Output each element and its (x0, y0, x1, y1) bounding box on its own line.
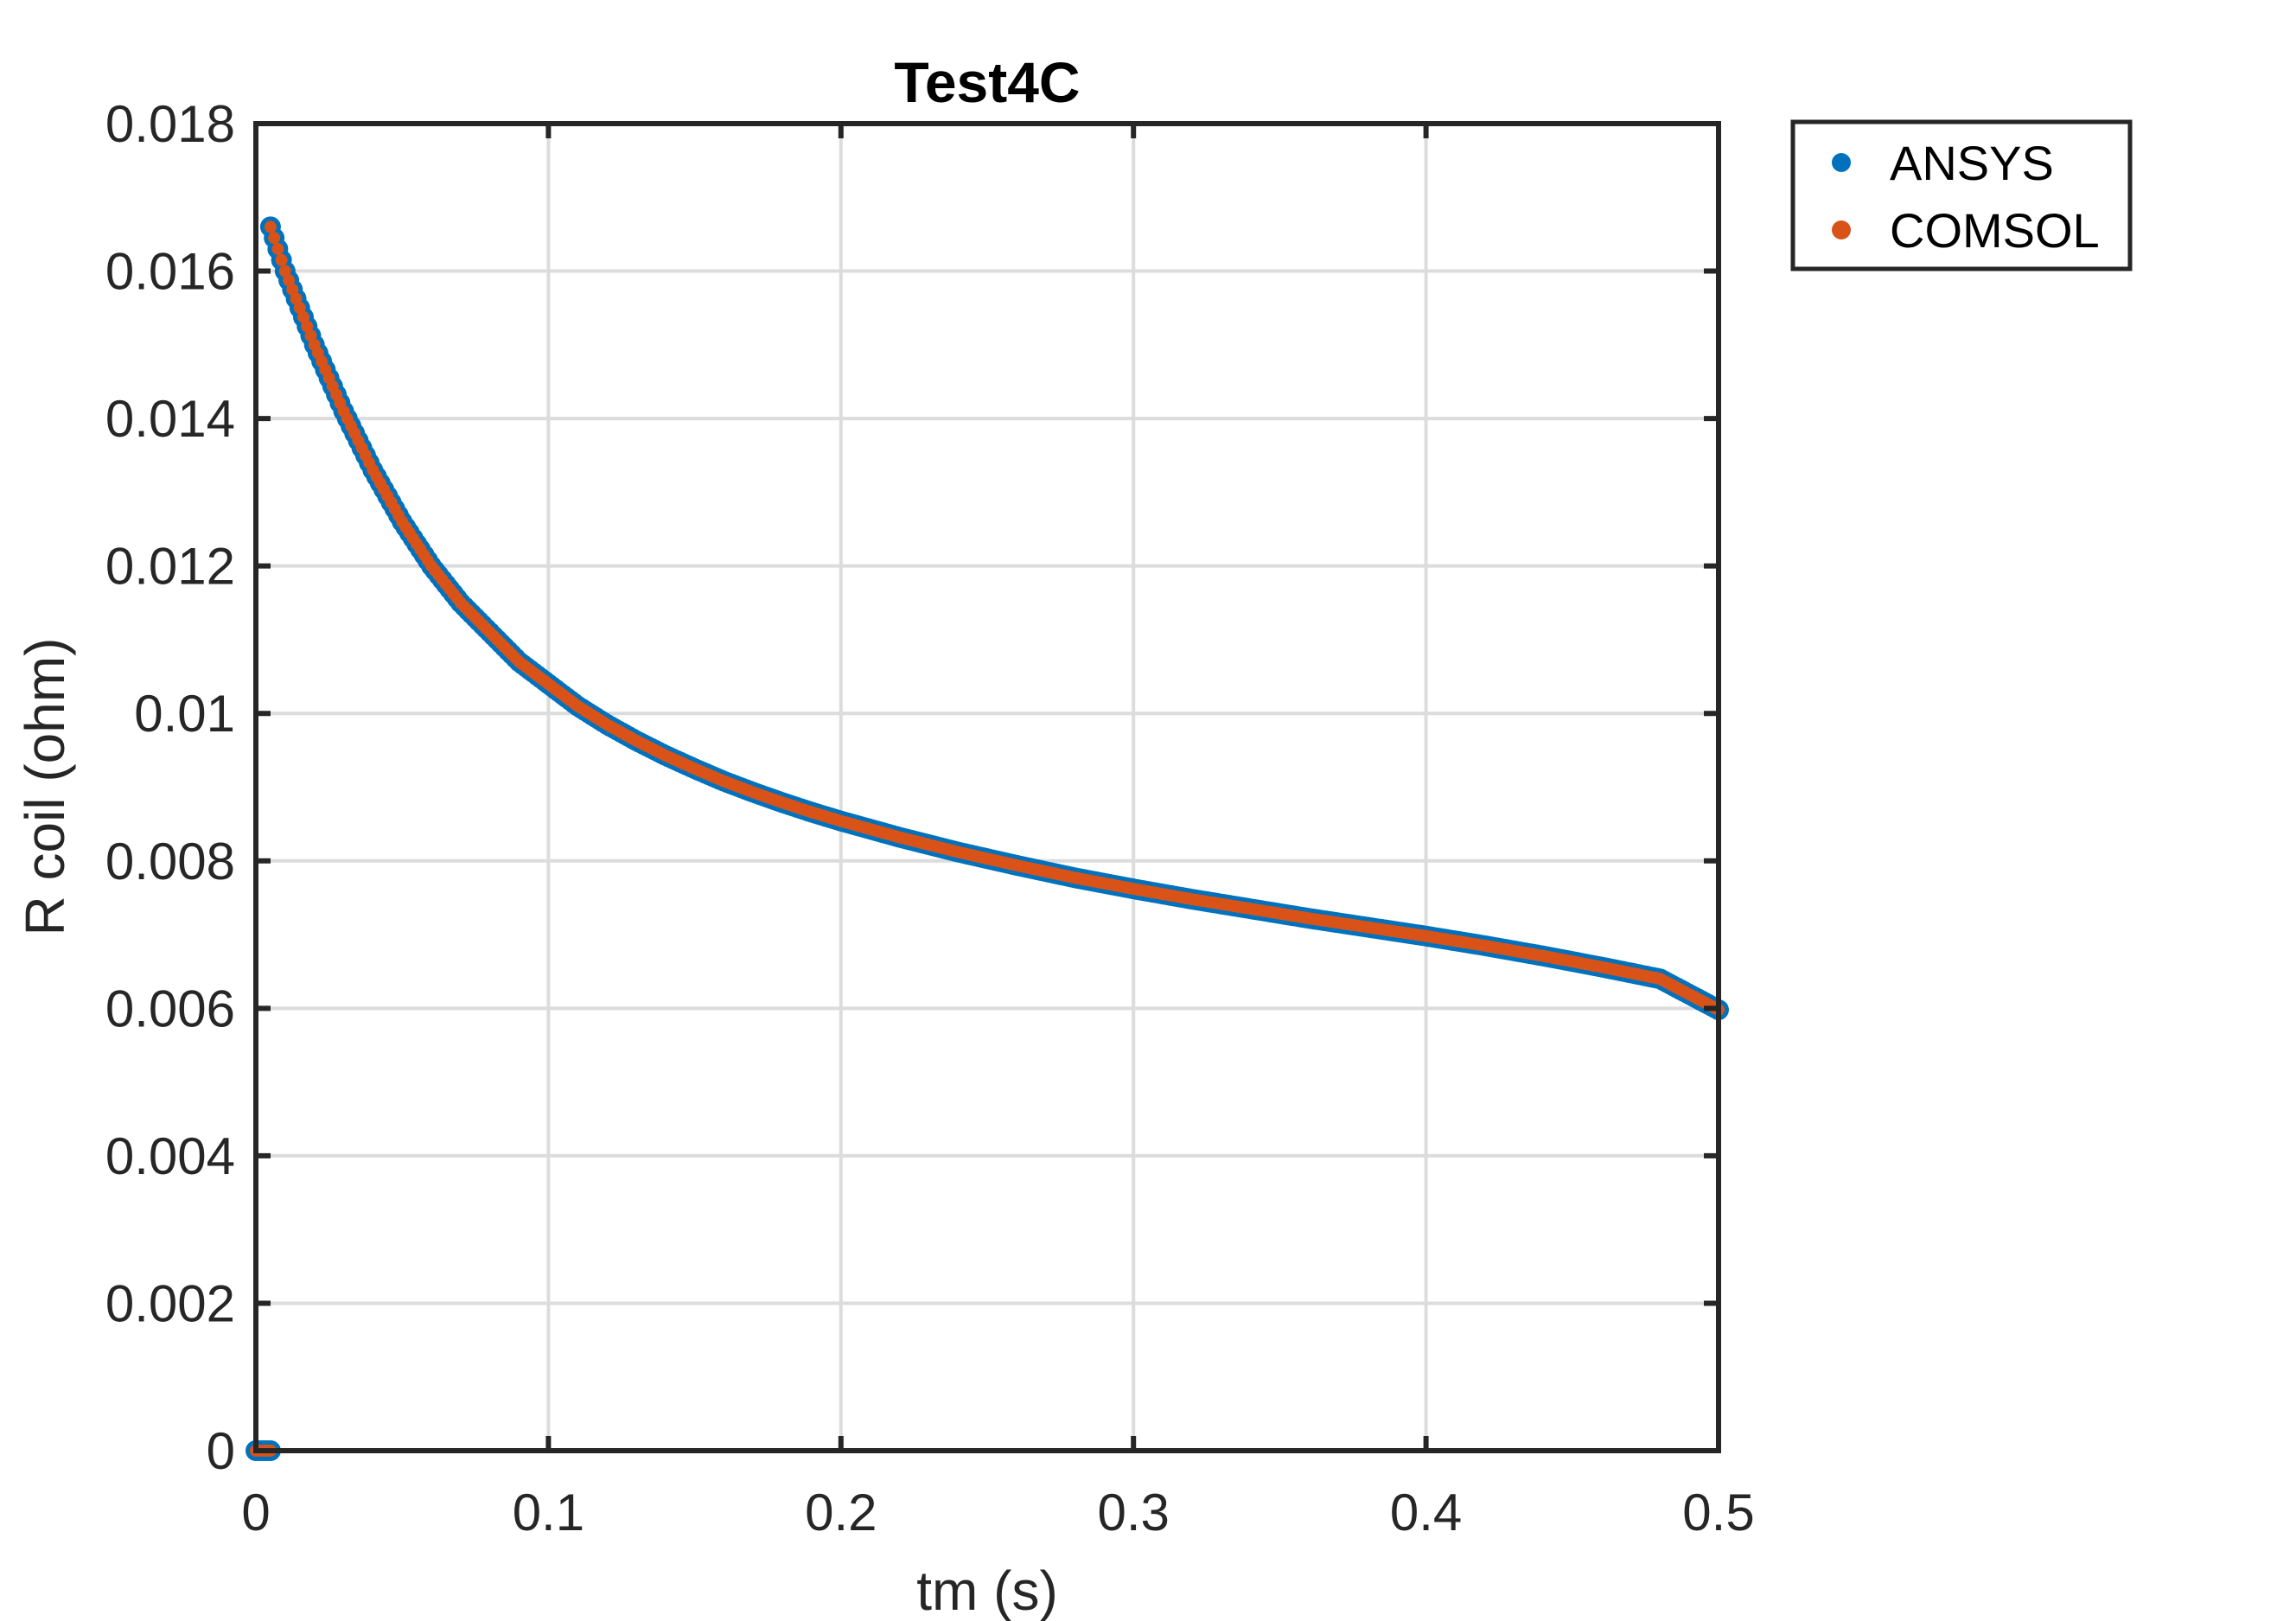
legend-label-ansys: ANSYS (1890, 136, 2054, 190)
data-point (278, 265, 291, 278)
data-point (268, 232, 281, 245)
data-point (301, 320, 314, 333)
x-tick-label: 0.1 (513, 1484, 584, 1541)
y-tick-label: 0.016 (105, 243, 235, 301)
y-tick-label: 0.008 (105, 833, 235, 890)
x-tick-label: 0.2 (805, 1484, 877, 1541)
data-point (304, 329, 317, 342)
data-point (283, 274, 296, 287)
y-tick-label: 0.004 (105, 1127, 235, 1185)
tick-labels: 0 0.1 0.2 0.3 0.4 0.5 0 0.002 0.004 0.006 0.008 0.0… (105, 95, 1755, 1541)
legend-marker-comsol (1832, 220, 1851, 239)
series-comsol (250, 220, 1725, 1457)
series-layer (246, 216, 1729, 1461)
legend-label-comsol: COMSOL (1890, 203, 2100, 258)
y-tick-label: 0.018 (105, 95, 235, 153)
legend-box (1790, 119, 2133, 271)
y-axis-label: R coil (ohm) (14, 638, 76, 936)
y-tick-label: 0.012 (105, 538, 235, 596)
chart-title: Test4C (894, 50, 1080, 114)
data-point (286, 283, 299, 296)
grid (256, 124, 1719, 1451)
x-tick-label: 0.5 (1682, 1484, 1754, 1541)
x-tick-label: 0.3 (1097, 1484, 1169, 1541)
data-point (290, 292, 303, 305)
plot-frame (253, 121, 1721, 1453)
data-point (264, 220, 277, 233)
y-tick-label: 0 (207, 1422, 235, 1480)
y-tick-label: 0.014 (105, 390, 235, 448)
x-tick-label: 0.4 (1390, 1484, 1462, 1541)
data-point (275, 253, 288, 266)
y-tick-label: 0.002 (105, 1274, 235, 1332)
y-tick-label: 0.01 (134, 685, 235, 743)
y-tick-label: 0.006 (105, 980, 235, 1037)
legend-marker-ansys (1832, 153, 1851, 172)
plot-area-background (256, 124, 1719, 1451)
legend: ANSYS COMSOL (1790, 119, 2133, 271)
data-point (293, 302, 306, 315)
data-point (297, 310, 309, 323)
data-point (271, 242, 284, 255)
ticks (253, 121, 1721, 1453)
x-axis-label: tm (s) (916, 1560, 1058, 1621)
x-tick-label: 0 (241, 1484, 270, 1541)
